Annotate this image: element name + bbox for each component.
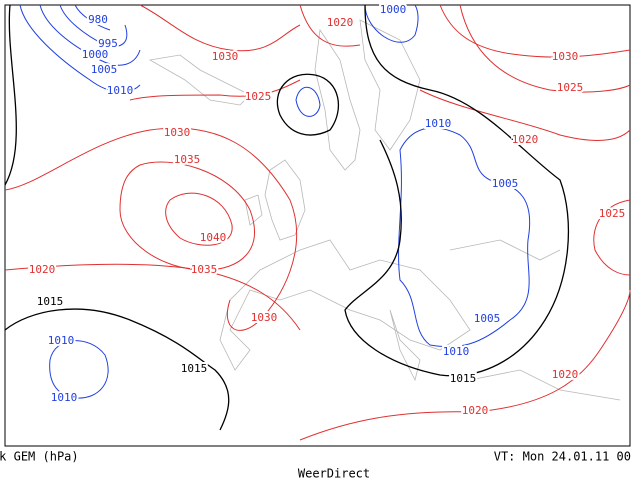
isobar-label: 1035 xyxy=(174,153,201,166)
isobar-label: 1010 xyxy=(443,345,470,358)
footer-right: VT: Mon 24.01.11 00 GMT (Tue 00 + 144) xyxy=(494,450,634,464)
isobar-label: 1010 xyxy=(51,391,78,404)
isobar-label: 1005 xyxy=(492,177,519,190)
isobar-label: 1025 xyxy=(599,207,626,220)
isobar-label: 1005 xyxy=(474,312,501,325)
isobar-label: 1025 xyxy=(245,90,272,103)
isobar-label: 1020 xyxy=(552,368,579,381)
isobar-label: 980 xyxy=(88,13,108,26)
isobar-label: 1015 xyxy=(181,362,208,375)
isobar-label: 1030 xyxy=(212,50,239,63)
isobar-label: 1000 xyxy=(380,3,407,16)
isobar-label: 1030 xyxy=(164,126,191,139)
isobar-label: 1020 xyxy=(29,263,56,276)
isobar-label: 1015 xyxy=(450,372,477,385)
isobar-label: 1000 xyxy=(82,48,109,61)
isobar-label: 1015 xyxy=(37,295,64,308)
isobar-label: 1025 xyxy=(557,81,584,94)
isobar-label: 1030 xyxy=(251,311,278,324)
isobar-label: 1020 xyxy=(462,404,489,417)
isobar-label: 1005 xyxy=(91,63,118,76)
isobar-label: 1040 xyxy=(200,231,227,244)
isobar-label: 1010 xyxy=(107,84,134,97)
isobar-label: 1035 xyxy=(191,263,218,276)
isobar-label: 1020 xyxy=(327,16,354,29)
isobar-label: 1030 xyxy=(552,50,579,63)
footer-source: WeerDirect xyxy=(298,467,370,481)
isobar-label: 1010 xyxy=(48,334,75,347)
isobar-label: 995 xyxy=(98,37,118,50)
isobar-labels: 1020 1030 1025 1030 1035 1040 1035 1020 … xyxy=(27,1,628,419)
isobars xyxy=(4,4,631,441)
coastlines xyxy=(148,19,621,401)
isobar-label: 1020 xyxy=(512,133,539,146)
footer-left: luchtdruk GEM (hPa) xyxy=(0,450,79,464)
isobar-label: 1010 xyxy=(425,117,452,130)
